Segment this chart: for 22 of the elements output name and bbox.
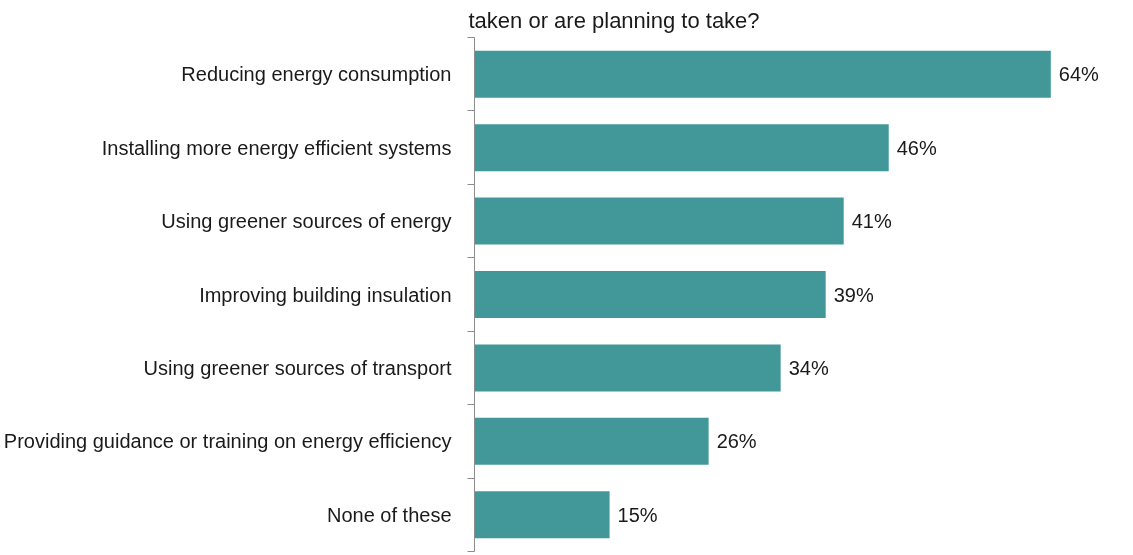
y-tick-label: Providing guidance or training on energy efficiency — [3, 430, 452, 453]
data-label: 64% — [1058, 63, 1100, 86]
y-tick-label: Using greener sources of transport — [143, 356, 452, 379]
y-tick-label: Reducing energy consumption — [181, 63, 452, 86]
y-tick-label: None of these — [326, 503, 452, 526]
bar — [474, 344, 781, 392]
data-label: 34% — [788, 356, 829, 379]
bar — [474, 197, 844, 245]
bar — [474, 50, 1051, 98]
data-label: 26% — [716, 430, 757, 453]
bar — [474, 124, 889, 172]
y-tick-label: Installing more energy efficient systems — [101, 136, 452, 159]
data-label: 41% — [851, 210, 892, 233]
data-label: 15% — [617, 503, 658, 526]
data-label: 39% — [833, 283, 874, 306]
chart-title: taken or are planning to take? — [468, 7, 760, 33]
data-label: 46% — [896, 136, 937, 159]
y-tick-label: Improving building insulation — [199, 283, 452, 306]
y-tick-label: Using greener sources of energy — [161, 210, 452, 233]
bar — [474, 417, 709, 465]
bar — [474, 491, 610, 539]
bar — [474, 271, 826, 318]
